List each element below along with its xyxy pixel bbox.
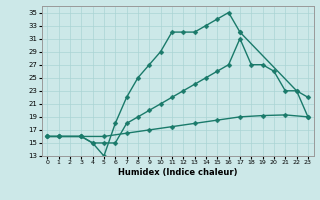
X-axis label: Humidex (Indice chaleur): Humidex (Indice chaleur) (118, 168, 237, 177)
